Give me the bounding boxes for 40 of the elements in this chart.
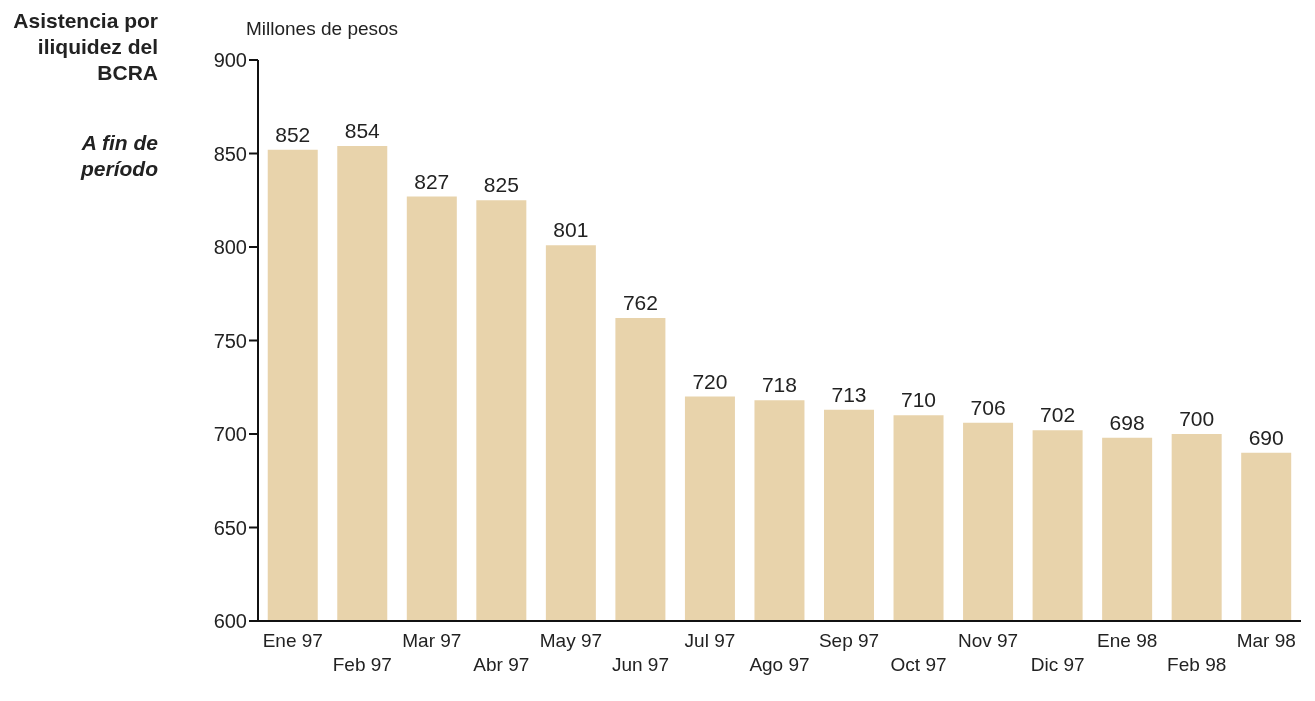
y-tick-label: 750: [213, 329, 247, 352]
data-label: 698: [1109, 410, 1145, 434]
x-tick-label: Mar 98: [1236, 630, 1296, 651]
y-tick-label: 850: [213, 142, 247, 165]
data-label: 690: [1248, 425, 1284, 449]
x-tick-label: May 97: [539, 630, 603, 651]
x-tick-label: Ago 97: [749, 654, 810, 675]
x-tick-label: Ene 98: [1097, 630, 1158, 651]
data-label: 706: [970, 395, 1006, 419]
y-tick-label: 700: [213, 423, 247, 446]
data-label: 827: [414, 169, 450, 193]
data-label: 801: [553, 218, 589, 242]
x-tick-label: Jul 97: [684, 630, 736, 651]
y-axis-title: Millones de pesos: [246, 18, 399, 40]
x-tick-label: Oct 97: [890, 654, 947, 675]
y-tick-label: 900: [213, 49, 247, 72]
x-tick-label: Nov 97: [958, 630, 1019, 651]
data-label: 852: [275, 122, 311, 146]
text: Asistencia por iliquidez del BCRA: [12, 8, 158, 86]
data-label: 713: [831, 382, 867, 406]
data-label: 825: [483, 173, 519, 197]
text: A fin de período: [79, 130, 158, 182]
x-tick-label: Ene 97: [262, 630, 323, 651]
data-label: 702: [1040, 403, 1076, 427]
y-tick-label: 650: [213, 516, 247, 539]
data-label: 762: [622, 291, 658, 315]
x-tick-label: Abr 97: [473, 654, 530, 675]
x-tick-label: Jun 97: [611, 654, 669, 675]
data-label: 700: [1179, 407, 1215, 430]
x-tick-label: Dic 97: [1030, 654, 1085, 675]
y-tick-label: 800: [213, 236, 247, 259]
data-label: 854: [344, 119, 381, 143]
y-tick-label: 600: [213, 610, 247, 633]
x-tick-label: Mar 97: [402, 630, 462, 651]
x-tick-label: Sep 97: [818, 630, 880, 651]
x-tick-label: Feb 97: [332, 654, 392, 675]
data-label: 718: [761, 373, 797, 397]
x-tick-label: Feb 98: [1167, 654, 1227, 675]
data-label: 720: [692, 369, 728, 393]
data-label: 710: [901, 388, 937, 412]
